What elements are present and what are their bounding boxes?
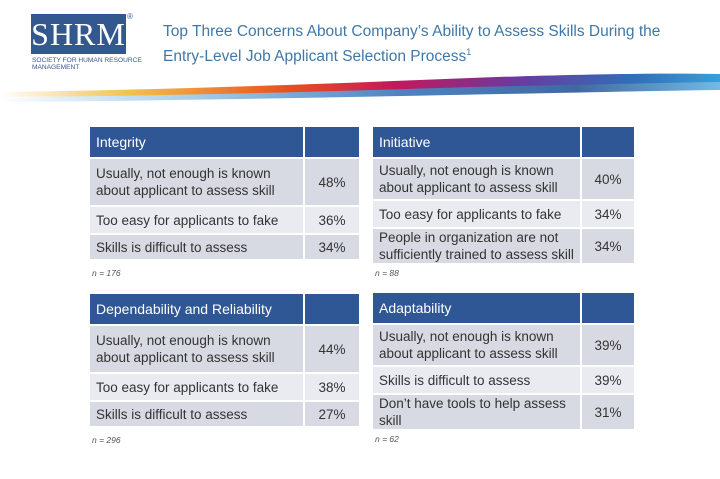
sample-size-note: n = 176 <box>92 268 121 278</box>
row-label: Too easy for applicants to fake <box>373 200 582 229</box>
row-label: Too easy for applicants to fake <box>90 206 305 235</box>
row-label: Don’t have tools to help assess skill <box>373 394 582 431</box>
sample-size-note: n = 296 <box>92 435 121 445</box>
table-heading: Initiative <box>373 127 582 159</box>
row-label: Skills is difficult to assess <box>90 234 305 261</box>
table-heading-blank <box>304 127 361 159</box>
row-value: 39% <box>581 366 636 395</box>
table-heading-blank <box>304 294 361 326</box>
decorative-wave-banner <box>0 73 720 102</box>
row-value: 39% <box>581 324 636 367</box>
row-value: 36% <box>304 206 361 235</box>
row-value: 34% <box>304 234 361 261</box>
row-value: 27% <box>304 401 361 428</box>
row-value: 31% <box>581 394 636 431</box>
row-value: 38% <box>304 373 361 402</box>
table-heading: Dependability and Reliability <box>90 294 305 326</box>
row-value: 34% <box>581 228 636 265</box>
sample-size-note: n = 62 <box>375 434 399 444</box>
row-label: Usually, not enough is known about appli… <box>373 324 582 367</box>
concerns-table-dependability: Dependability and Reliability Usually, n… <box>90 294 361 428</box>
concerns-table-integrity: Integrity Usually, not enough is known a… <box>90 127 361 261</box>
row-label: Skills is difficult to assess <box>373 366 582 395</box>
row-label: Skills is difficult to assess <box>90 401 305 428</box>
row-label: Too easy for applicants to fake <box>90 373 305 402</box>
page-title-text: Top Three Concerns About Company’s Abili… <box>163 23 661 66</box>
table-heading: Integrity <box>90 127 305 159</box>
logo-registered-mark: ® <box>127 12 133 21</box>
shrm-logo: SHRM ® Society for Human Resource Manage… <box>31 12 142 78</box>
table-heading-blank <box>581 127 636 159</box>
row-label: Usually, not enough is known about appli… <box>373 158 582 201</box>
row-value: 44% <box>304 325 361 374</box>
table-heading: Adaptability <box>373 293 582 325</box>
row-label: Usually, not enough is known about appli… <box>90 158 305 207</box>
row-label: People in organization are not sufficien… <box>373 228 582 265</box>
logo-box <box>31 14 126 54</box>
logo-subtitle: Society for Human Resource Management <box>32 57 142 72</box>
row-value: 34% <box>581 200 636 229</box>
row-value: 48% <box>304 158 361 207</box>
concerns-table-adaptability: Adaptability Usually, not enough is know… <box>373 293 636 431</box>
sample-size-note: n = 88 <box>375 268 399 278</box>
concerns-table-initiative: Initiative Usually, not enough is known … <box>373 127 636 265</box>
table-heading-blank <box>581 293 636 325</box>
row-value: 40% <box>581 158 636 201</box>
row-label: Usually, not enough is known about appli… <box>90 325 305 374</box>
title-footnote-marker: 1 <box>466 47 472 57</box>
logo-wordmark: SHRM <box>31 16 126 52</box>
page-title: Top Three Concerns About Company’s Abili… <box>163 22 703 67</box>
